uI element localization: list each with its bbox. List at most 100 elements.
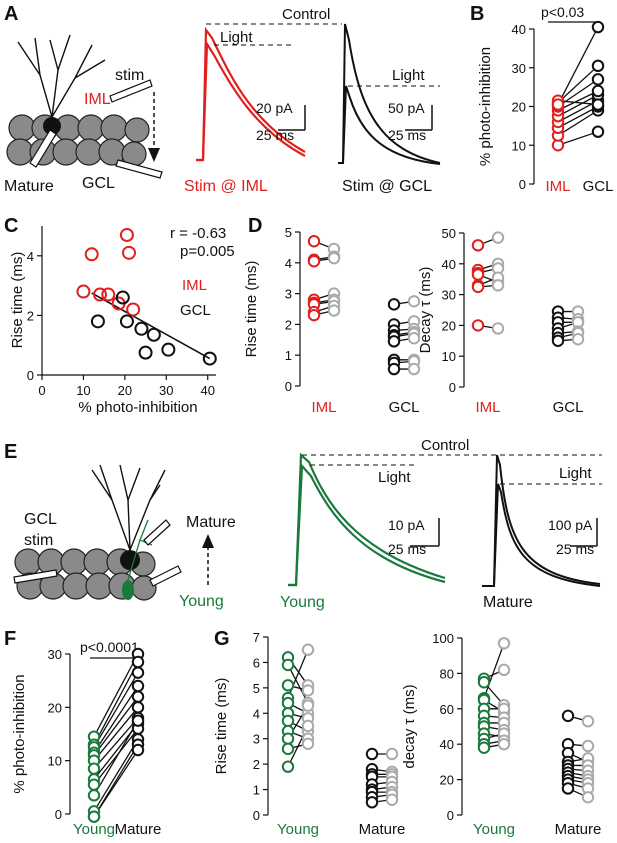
D-decay-y-tick-label: 40	[442, 257, 456, 272]
c-point-iml	[119, 227, 134, 242]
e-caption-young: Young	[280, 594, 325, 611]
D-decay-point-control	[471, 319, 485, 332]
c-point-iml	[76, 284, 91, 299]
c-point-iml	[93, 287, 107, 302]
B-pair-line	[557, 94, 599, 117]
D-decay-y-tick-label: 50	[442, 226, 456, 241]
B-y-tick-label: 10	[512, 138, 526, 153]
e-mature-label: Mature	[186, 514, 236, 531]
e-light-label-1: Light	[378, 469, 411, 486]
e-control-label: Control	[421, 437, 469, 454]
D-decay-point-control	[471, 280, 485, 294]
D-decay-point-light	[491, 279, 505, 292]
B-point-right	[591, 73, 605, 86]
panel-letter-e: E	[4, 441, 17, 463]
a-control-label: Control	[282, 6, 330, 23]
B-pair-line	[557, 65, 599, 104]
c-y-tick-label: 0	[27, 368, 34, 383]
G-rise-point-control	[281, 658, 295, 672]
D-rise-point-control	[307, 255, 321, 268]
c-y-tick-label: 4	[27, 249, 34, 264]
e-caption-mature: Mature	[483, 594, 533, 611]
D-decay-point-light	[571, 333, 585, 346]
e-young-label: Young	[179, 593, 224, 610]
e-stim-label: stim	[24, 532, 53, 549]
D-rise-point-control	[387, 362, 401, 376]
F-y-tick-label: 20	[48, 700, 62, 715]
D-decay-y-tick-label: 20	[442, 318, 456, 333]
a-gcl-label: GCL	[82, 175, 115, 192]
G-decay-point-light	[581, 739, 595, 753]
D-rise-category-label: IML	[311, 399, 336, 416]
B-pair-line	[557, 109, 599, 137]
c-x-tick-label: 40	[200, 383, 214, 398]
B-point-right	[591, 125, 605, 138]
G-rise-pair-line	[287, 664, 309, 704]
B-pair-line	[557, 131, 599, 146]
G-decay-point-control	[561, 782, 575, 795]
G-rise-y-tick-label: 3	[253, 732, 260, 747]
a-caption-iml: Stim @ IML	[184, 178, 268, 195]
G-decay-y-tick-label: 60	[440, 702, 454, 717]
F-point-right	[131, 743, 145, 757]
F-category-label: Young	[73, 821, 115, 838]
G-decay-category-label: Mature	[555, 821, 602, 838]
B-point-right	[591, 84, 605, 98]
a-scale-x-2: 25 ms	[388, 127, 426, 143]
e-gcl-label: GCL	[24, 511, 57, 528]
e-scale-x-2: 25 ms	[556, 541, 594, 557]
B-category-label: IML	[545, 178, 570, 195]
G-rise-point-light	[301, 684, 315, 697]
c-legend-iml: IML	[182, 277, 207, 294]
F-point-right	[131, 701, 145, 714]
F-point-left	[87, 778, 101, 791]
G-rise-point-control	[365, 796, 379, 809]
e-scale-x-1: 25 ms	[388, 541, 426, 557]
D-rise-category-label: GCL	[389, 399, 420, 416]
a-light-label-1: Light	[220, 29, 253, 46]
c-x-tick-label: 10	[76, 383, 90, 398]
D-decay-y-axis-label: Decay τ (ms)	[417, 267, 434, 354]
f-significance-label: p<0.0001	[80, 639, 139, 655]
B-point-right	[591, 98, 605, 111]
D-rise-point-light	[407, 362, 421, 376]
c-x-tick-label: 0	[38, 383, 45, 398]
G-decay-y-tick-label: 40	[440, 737, 454, 752]
G-rise-y-tick-label: 0	[253, 808, 260, 823]
G-rise-point-control	[281, 679, 295, 692]
G-rise-y-tick-label: 2	[253, 757, 260, 772]
F-pair-line	[93, 717, 139, 770]
e-light-label-2: Light	[559, 465, 592, 482]
G-rise-category-label: Young	[277, 821, 319, 838]
panel-letter-g: G	[214, 628, 230, 650]
G-rise-y-tick-label: 1	[253, 783, 260, 798]
F-point-right	[131, 666, 145, 679]
D-decay-y-tick-label: 10	[442, 349, 456, 364]
G-decay-point-control	[561, 709, 575, 723]
panel-letter-c: C	[4, 215, 18, 237]
c-point-iml	[122, 245, 136, 260]
panel-letter-a: A	[4, 3, 18, 25]
c-r-annotation: r = -0.63	[170, 225, 226, 242]
G-rise-y-tick-label: 4	[253, 706, 260, 721]
c-point-iml	[84, 247, 99, 262]
D-decay-point-control	[471, 239, 485, 252]
D-decay-point-light	[491, 322, 505, 335]
D-decay-y-tick-label: 30	[442, 288, 456, 303]
D-decay-point-control	[551, 334, 565, 347]
a-scale-y-2: 50 pA	[388, 100, 425, 116]
a-caption-gcl: Stim @ GCL	[342, 178, 432, 195]
F-y-tick-label: 0	[55, 807, 62, 822]
F-point-left	[87, 789, 101, 802]
F-pair-line	[93, 720, 139, 796]
G-rise-point-light	[301, 699, 315, 712]
B-pair-line	[557, 100, 599, 106]
G-rise-point-control	[365, 747, 379, 761]
a-trace-iml	[196, 23, 342, 162]
F-pair-line	[93, 672, 139, 748]
D-rise-y-tick-label: 3	[285, 287, 292, 302]
G-rise-point-light	[385, 793, 399, 806]
B-y-axis-label: % photo-inhibition	[477, 47, 494, 166]
